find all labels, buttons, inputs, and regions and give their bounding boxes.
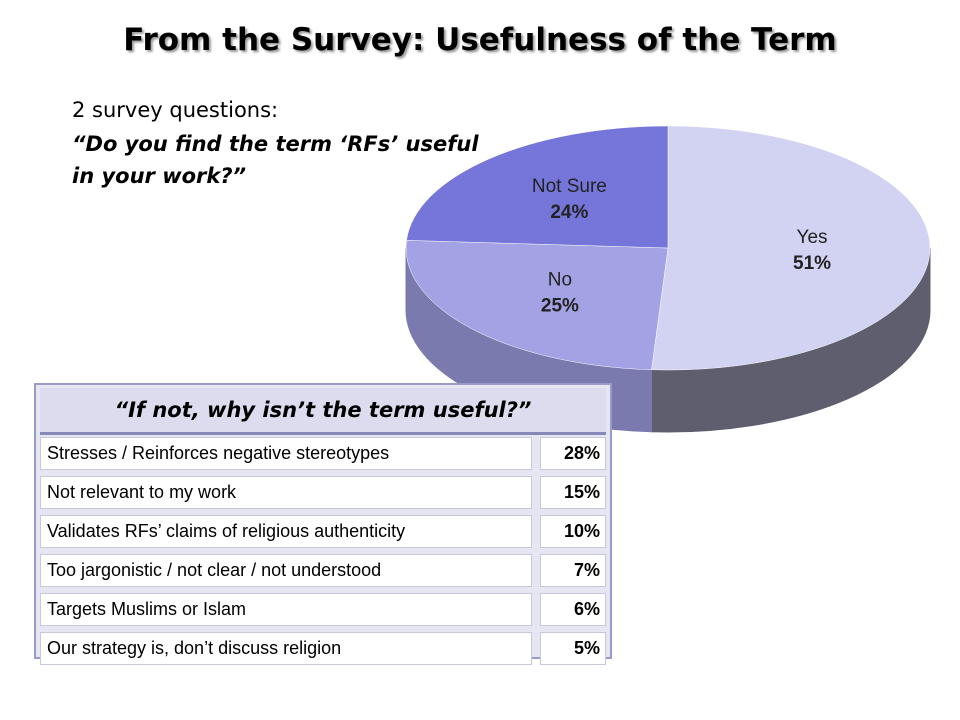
table-row: Validates RFs’ claims of religious authe…	[40, 515, 606, 548]
reason-cell: Stresses / Reinforces negative stereotyp…	[40, 437, 532, 470]
slice-value-label: 24%	[550, 202, 588, 223]
reason-cell: Validates RFs’ claims of religious authe…	[40, 515, 532, 548]
reason-cell: Our strategy is, don’t discuss religion	[40, 632, 532, 665]
slide-title: From the Survey: Usefulness of the Term	[123, 22, 837, 58]
slice-value-label: 51%	[793, 253, 831, 274]
reason-cell: Targets Muslims or Islam	[40, 593, 532, 626]
slice-label: Not Sure	[532, 176, 607, 197]
percent-cell: 15%	[540, 476, 606, 509]
percent-cell: 6%	[540, 593, 606, 626]
reason-cell: Not relevant to my work	[40, 476, 532, 509]
percent-cell: 7%	[540, 554, 606, 587]
slice	[406, 125, 669, 249]
table-row: Our strategy is, don’t discuss religion 5…	[40, 632, 606, 665]
reason-cell: Too jargonistic / not clear / not unders…	[40, 554, 532, 587]
slice	[651, 125, 931, 371]
table-row: Too jargonistic / not clear / not unders…	[40, 554, 606, 587]
percent-cell: 5%	[540, 632, 606, 665]
question-text: “Do you find the term ‘RFs’ useful in yo…	[72, 132, 479, 188]
slice	[405, 240, 669, 371]
slice-label: Yes	[797, 227, 828, 248]
slice-value-label: 25%	[541, 295, 579, 316]
table-row: Targets Muslims or Islam 6%	[40, 593, 606, 626]
table-row: Stresses / Reinforces negative stereotyp…	[40, 437, 606, 470]
slice-label: No	[548, 269, 572, 290]
reasons-table: “If not, why isn’t the term useful?” Str…	[34, 383, 612, 665]
percent-cell: 28%	[540, 437, 606, 470]
table-header: “If not, why isn’t the term useful?”	[40, 388, 606, 435]
table-row: Not relevant to my work 15%	[40, 476, 606, 509]
intro-text: 2 survey questions:	[72, 98, 279, 122]
percent-cell: 10%	[540, 515, 606, 548]
